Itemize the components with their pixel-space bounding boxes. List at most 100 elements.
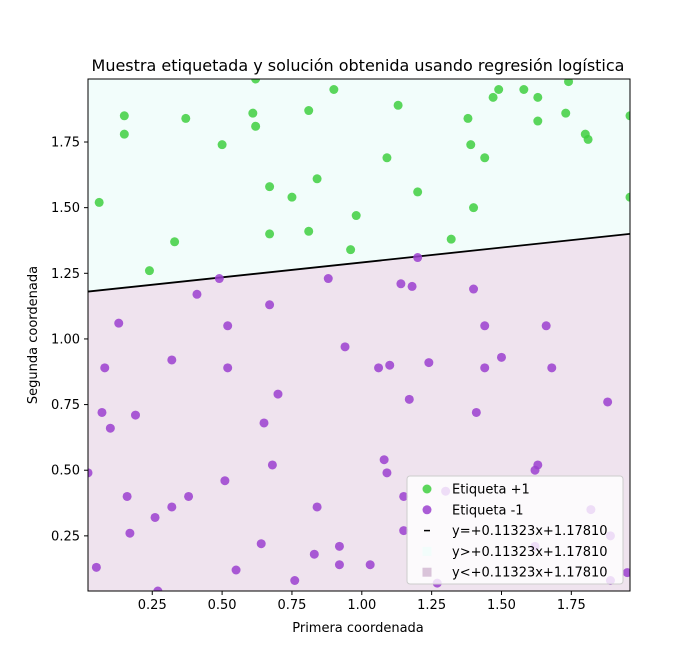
point-label-pos [181,113,191,123]
legend-label: y>+0.11323x+1.17810 [452,545,608,560]
y-tick-label: 1.50 [51,201,80,216]
x-tick-label: 1.00 [347,598,376,613]
point-label-pos [564,79,574,87]
x-tick-label: 1.25 [417,598,446,613]
point-label-neg [399,526,409,536]
point-label-neg [385,360,395,370]
point-label-neg [496,352,506,362]
chart-title: Muestra etiquetada y solución obtenida u… [92,56,625,75]
point-label-pos [304,226,314,236]
point-label-neg [105,423,115,433]
point-label-pos [251,79,261,84]
legend-entry: y=+0.11323x+1.17810 [424,524,608,539]
x-tick-label: 0.75 [277,598,306,613]
y-tick-label: 1.25 [51,267,80,282]
y-axis-ticks: 0.25 0.50 0.75 1.00 1.25 1.50 1.75 [51,136,88,544]
point-label-pos [251,121,261,131]
point-label-pos [466,140,476,150]
point-label-neg [424,358,434,368]
point-label-neg [309,549,319,559]
point-label-neg [167,355,177,365]
point-label-neg [91,562,101,572]
legend: Etiqueta +1 Etiqueta -1 y=+0.11323x+1.1781… [406,475,624,585]
point-label-pos [393,100,403,110]
point-label-pos [265,182,275,192]
x-tick-label: 1.75 [557,598,586,613]
plot-frame [87,78,631,592]
point-label-pos [287,192,297,202]
point-label-pos [170,237,180,247]
point-label-neg [541,321,551,331]
point-label-pos [533,92,543,102]
point-label-pos [413,187,423,197]
point-label-neg [622,568,630,578]
point-label-neg [100,363,110,373]
point-label-neg [290,575,300,585]
point-label-pos [217,140,227,150]
legend-entry: Etiqueta +1 [422,483,530,498]
point-label-neg [379,455,389,465]
legend-entry: y>+0.11323x+1.17810 [422,545,608,560]
point-label-neg [323,274,333,284]
point-label-neg [396,279,406,289]
point-label-neg [259,418,269,428]
legend-label: Etiqueta +1 [452,483,530,498]
point-label-neg [334,560,344,570]
y-tick-label: 0.50 [51,464,80,479]
point-label-neg [150,512,160,522]
point-label-neg [382,468,392,478]
x-tick-label: 0.25 [138,598,167,613]
point-label-neg [530,465,540,475]
point-label-pos [346,245,356,255]
point-label-neg [220,476,230,486]
point-label-neg [97,407,107,417]
point-label-neg [399,491,409,501]
x-axis-label: Primera coordenada [292,621,424,636]
point-label-pos [519,85,529,95]
point-label-neg [334,541,344,551]
point-label-neg [122,491,132,501]
decision-boundary-line [88,233,630,293]
point-label-pos [488,92,498,102]
point-label-neg [340,342,350,352]
point-label-neg [407,281,417,291]
point-label-pos [469,203,479,213]
point-label-neg [184,491,194,501]
point-label-neg [547,363,557,373]
point-label-pos [463,113,473,123]
point-label-neg [374,363,384,373]
point-label-pos [533,116,543,126]
legend-entry: Etiqueta -1 [422,503,524,518]
point-label-neg [471,407,481,417]
point-label-pos [446,234,456,244]
point-label-neg [469,284,479,294]
point-label-neg [312,502,322,512]
point-label-pos [480,153,490,163]
point-label-neg [88,468,93,478]
point-label-neg [603,397,613,407]
point-label-pos [265,229,275,239]
point-label-neg [167,502,177,512]
point-label-neg [214,274,224,284]
point-label-neg [404,394,414,404]
legend-label: Etiqueta -1 [452,503,524,518]
point-label-pos [494,85,504,95]
y-tick-label: 1.00 [51,332,80,347]
point-label-pos [625,111,630,121]
point-label-neg [114,318,124,328]
point-label-neg [223,363,233,373]
point-label-pos [144,266,154,276]
point-label-pos [94,197,104,207]
point-label-pos [351,211,361,221]
x-axis-ticks: 0.25 0.50 0.75 1.00 1.25 1.50 1.75 [138,591,586,613]
point-label-neg [125,528,135,538]
y-tick-label: 1.75 [51,136,80,151]
legend-marker-square [422,567,432,577]
point-label-neg [256,539,266,549]
point-label-neg [480,321,490,331]
legend-box [406,475,624,585]
point-label-pos [248,108,258,118]
point-label-neg [231,565,241,575]
point-label-pos [304,106,314,116]
point-label-neg [192,289,202,299]
